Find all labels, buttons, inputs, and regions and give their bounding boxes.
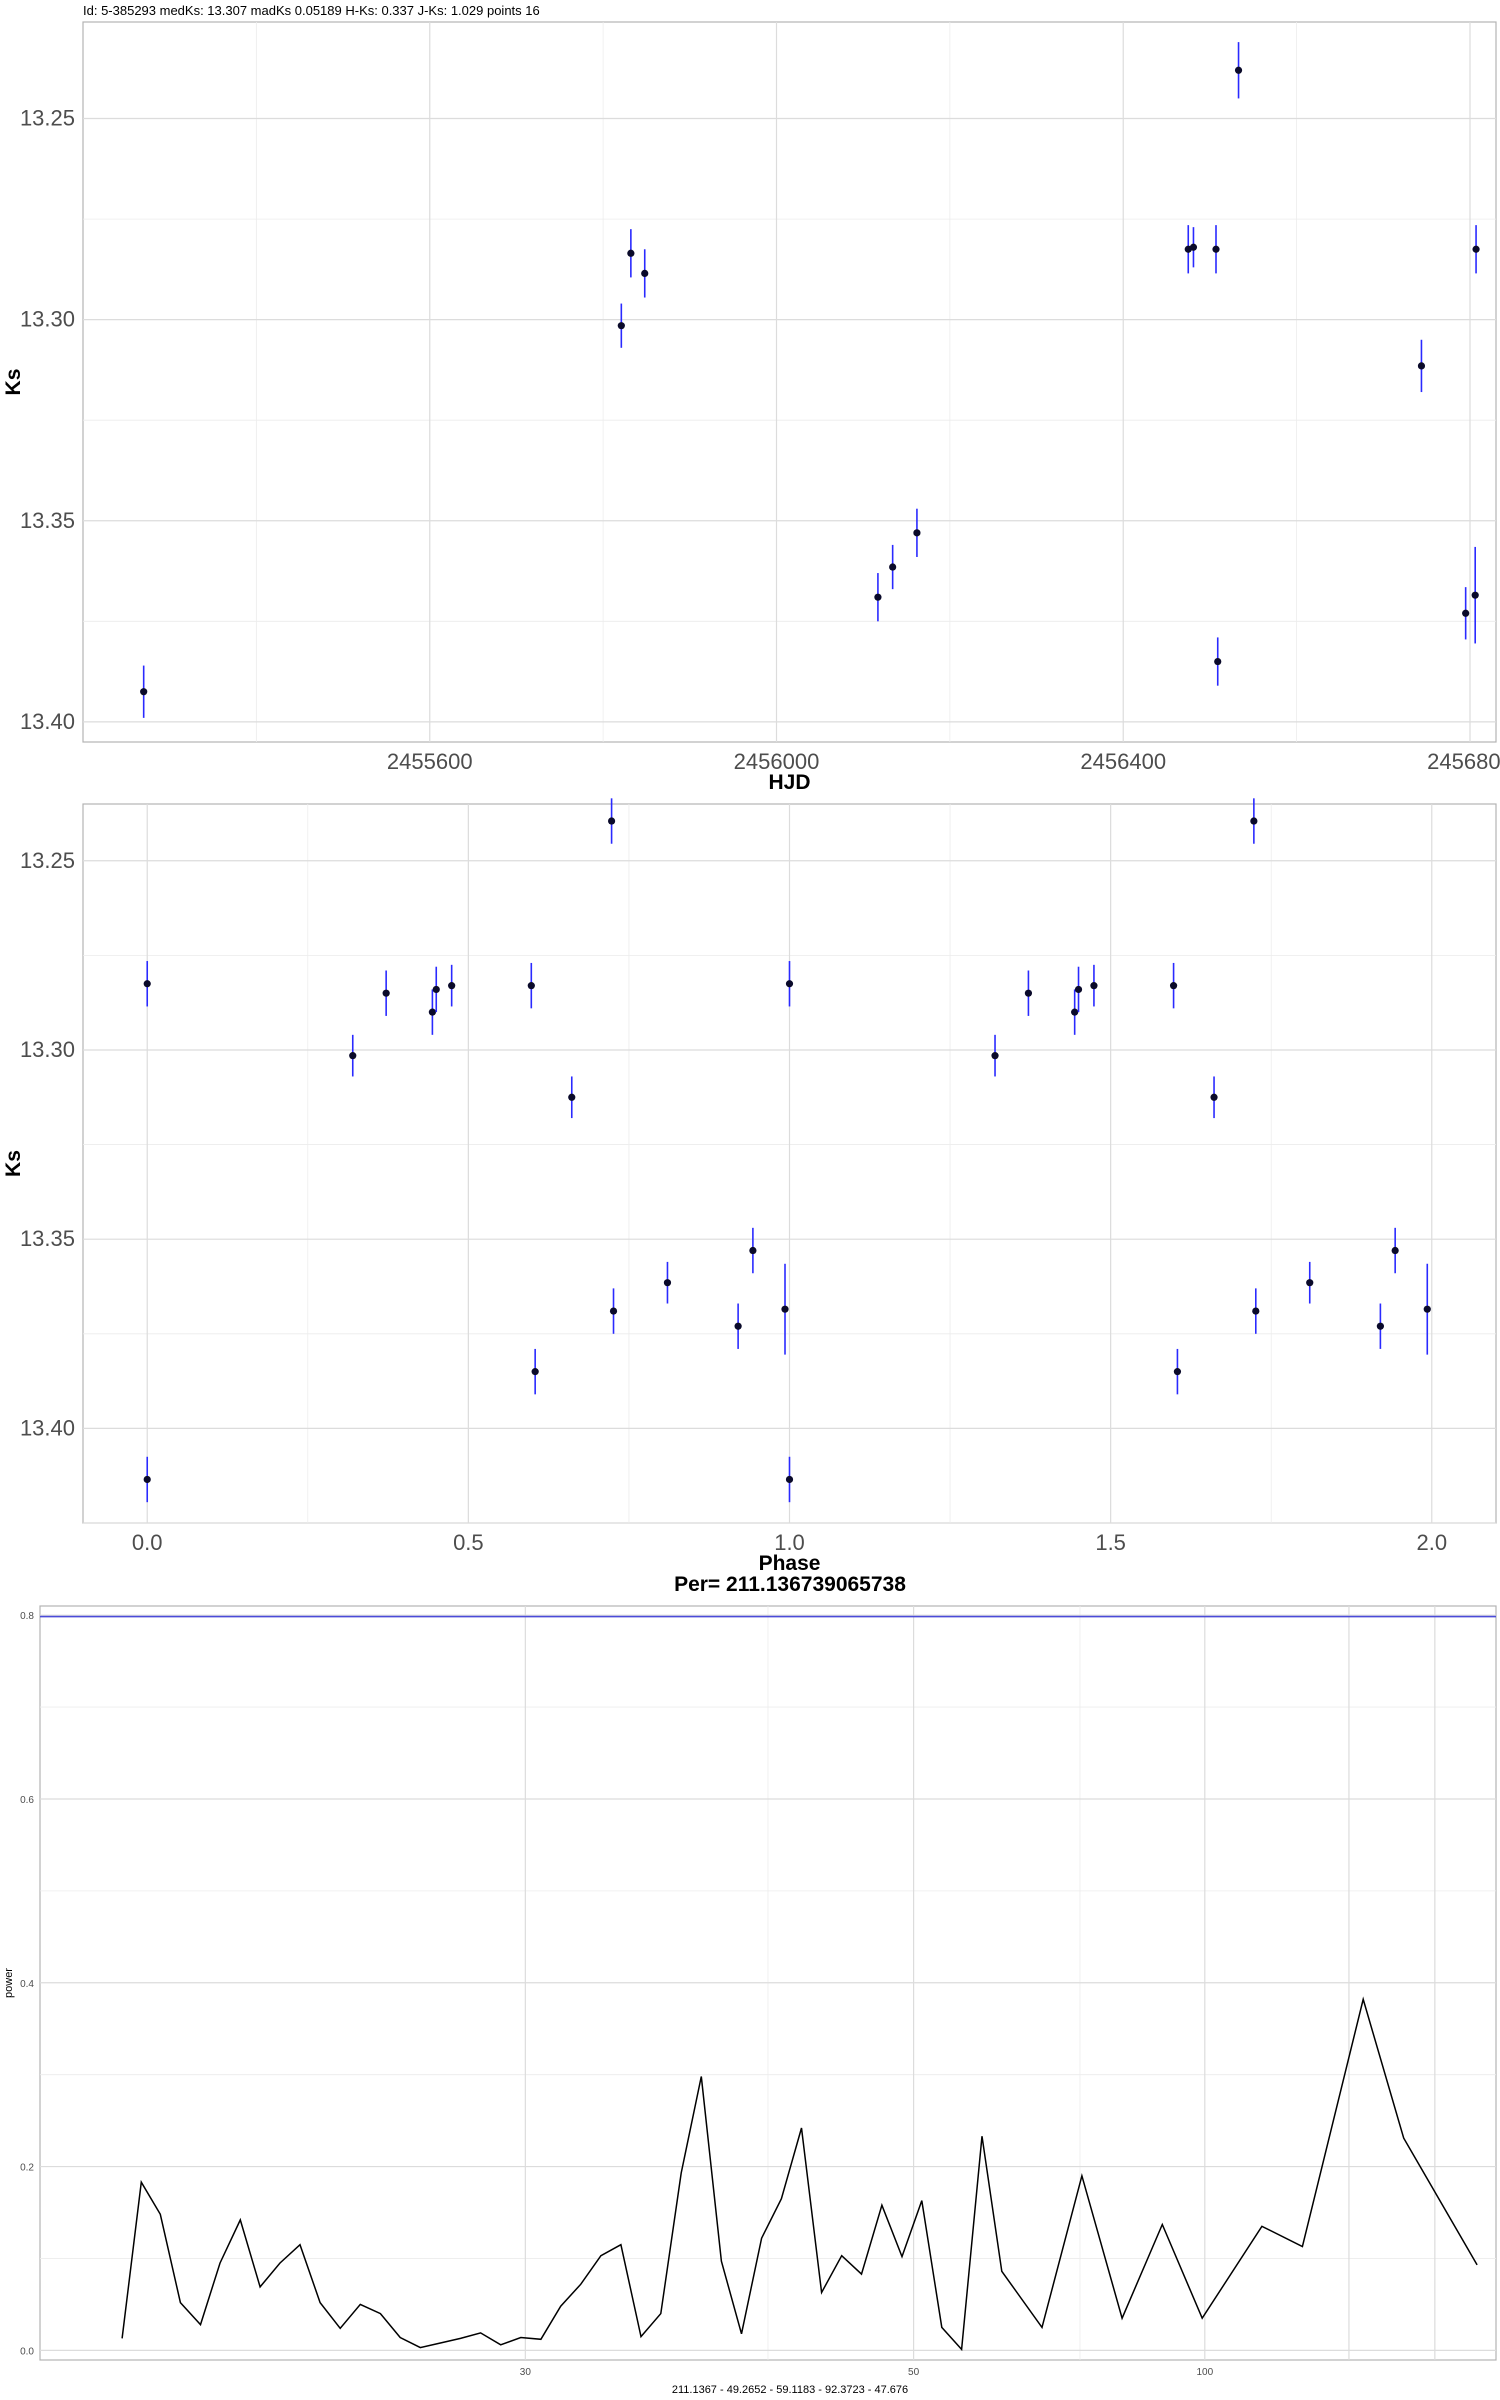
data-point [1173,1368,1182,1376]
data-point [617,322,625,330]
periodogram-panel: Per= 211.136739065738 30 50 100 0.0 0.2 0.4 0.6… [3,1573,1497,2396]
x-tick-label: 2456400 [1080,749,1166,774]
y-axis-title: Ks [2,1150,25,1177]
data-point [749,1246,757,1255]
x-tick-label: 2456000 [734,749,820,774]
data-point [785,980,794,988]
power-curve [121,1996,1478,2352]
data-point [785,1475,794,1484]
x-tick-label: 50 [908,2367,920,2378]
x-tick-label: 2.0 [1416,1530,1447,1555]
data-point [1391,1246,1399,1255]
data-point [889,563,897,571]
data-point [349,1052,357,1060]
data-point [1189,243,1198,251]
data-point [1306,1279,1314,1287]
data-point [874,593,882,601]
data-point [913,529,921,537]
y-axis-title: Ks [2,369,25,396]
data-point [1472,245,1480,253]
data-point [1462,609,1470,617]
data-point [609,1307,618,1315]
data-point [607,817,616,825]
x-tick-label: 100 [1196,2367,1213,2378]
data-point [428,1008,436,1016]
data-point [527,982,535,990]
y-tick-label: 13.35 [20,508,75,533]
y-tick-label: 13.30 [20,307,75,332]
x-tick-label: 0.5 [453,1530,484,1555]
data-point [641,269,649,277]
data-point [663,1279,672,1287]
y-tick-label: 0.2 [20,2163,34,2174]
data-point [627,249,635,257]
x-tick-label: 1.0 [774,1530,805,1555]
plot-panel-border [82,21,1497,743]
data-point [140,688,148,696]
x-tick-label: 0.0 [132,1530,163,1555]
period-list-caption: 211.1367 - 49.2652 - 59.1183 - 92.3723 -… [672,2384,908,2396]
data-point [1090,982,1098,990]
hjd-lightcurve-panel: 2455600 2456000 2456400 2456800 13.25 13.30 13… [2,21,1500,794]
y-tick-label: 0.0 [20,2346,34,2357]
y-tick-label: 13.25 [20,848,75,873]
y-tick-label: 13.40 [20,1415,75,1440]
data-point [568,1093,576,1101]
data-point [1471,591,1479,599]
x-axis-title: HJD [768,771,810,794]
data-point [143,1475,151,1484]
x-tick-label: 2455600 [387,749,473,774]
data-point [448,982,456,990]
data-point [1252,1307,1260,1315]
x-axis-title: Phase [759,1552,821,1575]
phase-folded-panel: 0.0 0.5 1.0 1.5 2.0 13.25 13.30 13.35 13.40 Ks Pha… [2,798,1497,1575]
data-point [143,980,151,988]
data-point [1071,1008,1079,1016]
y-tick-label: 13.30 [20,1037,75,1062]
x-tick-label: 2456800 [1427,749,1500,774]
y-tick-label: 13.25 [20,106,75,131]
x-tick-label: 1.5 [1095,1530,1126,1555]
data-point [1214,657,1222,666]
data-point [781,1305,789,1313]
data-point [1417,362,1426,370]
data-point [1376,1322,1384,1330]
data-point [1234,66,1243,74]
figure-title: Id: 5-385293 medKs: 13.307 madKs 0.05189… [83,3,540,18]
data-point [1423,1305,1431,1313]
data-point [991,1052,999,1060]
y-tick-label: 0.4 [20,1979,34,1990]
data-point [432,985,440,994]
data-point [1210,1093,1218,1101]
data-point [1169,982,1178,990]
y-tick-label: 0.8 [20,1611,34,1622]
y-axis-title: power [3,1968,15,1998]
data-point [1074,985,1083,994]
x-tick-label: 30 [520,2367,532,2378]
y-tick-label: 13.40 [20,709,75,734]
data-point [382,989,390,997]
periodogram-title: Per= 211.136739065738 [674,1573,906,1596]
data-point [1212,245,1220,253]
y-tick-label: 0.6 [20,1795,34,1806]
data-point [1250,817,1258,825]
data-point [1024,989,1033,997]
data-point [734,1322,742,1330]
data-point [531,1368,539,1376]
y-tick-label: 13.35 [20,1226,75,1251]
